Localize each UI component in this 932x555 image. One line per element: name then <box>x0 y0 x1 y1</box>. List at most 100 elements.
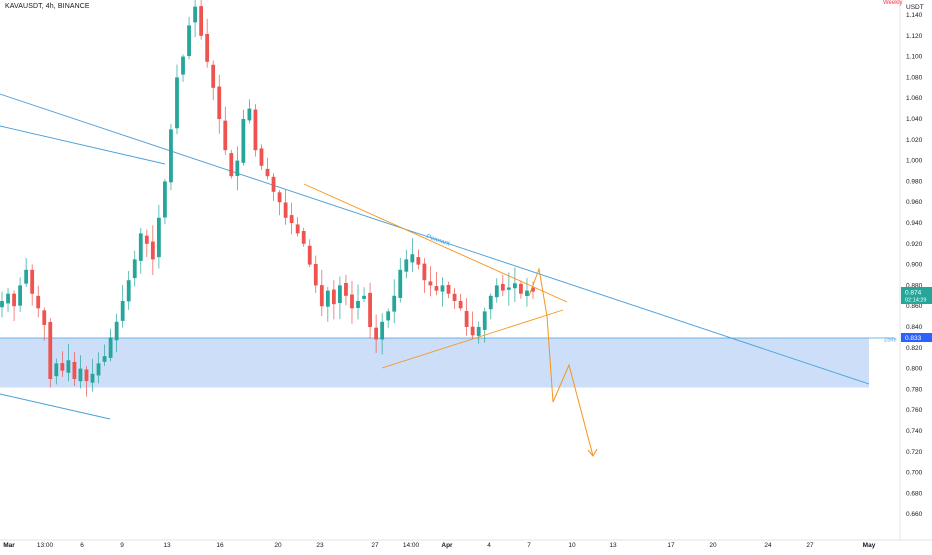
candle-body <box>464 311 469 327</box>
candle-body <box>525 290 529 297</box>
candle-body <box>235 160 240 176</box>
projection-path <box>528 267 594 457</box>
price-tick-label: 1.140 <box>906 12 923 19</box>
interval-flag: Weekly <box>883 0 903 6</box>
currency-unit: USDT <box>906 4 924 11</box>
zone-price-label: Zone 0.833 <box>884 333 932 344</box>
candle-body <box>84 369 89 382</box>
time-tick-label: 23 <box>316 542 324 549</box>
candle-body <box>30 269 35 294</box>
candle-body <box>78 368 83 382</box>
candle-body <box>488 295 493 310</box>
price-tick-label: 1.040 <box>906 116 923 123</box>
price-tick-label: 0.880 <box>906 282 923 289</box>
candle-body <box>458 300 463 309</box>
candle-body <box>313 263 318 286</box>
price-tick-label: 0.900 <box>906 262 923 269</box>
candle-body <box>410 254 415 263</box>
time-tick-label: 9 <box>120 542 124 549</box>
candle-body <box>289 215 294 223</box>
candle-body <box>416 257 421 265</box>
price-tick-label: 0.920 <box>906 241 923 248</box>
candle-body <box>187 25 191 57</box>
current-price-value: 0.874 <box>905 290 922 297</box>
candle-body <box>229 153 234 177</box>
candle-body <box>132 259 137 279</box>
candle-body <box>398 269 403 298</box>
price-tick-label: 0.740 <box>906 428 923 435</box>
candle-body <box>440 285 445 292</box>
candle-body <box>156 217 161 258</box>
current-price-label: 0.874 02:14:29 <box>901 287 932 304</box>
candle-body <box>392 295 397 312</box>
candle-body <box>18 285 23 306</box>
candle-body <box>90 373 95 383</box>
candle-body <box>211 64 216 88</box>
candle-body <box>36 295 41 309</box>
price-tick-label: 0.960 <box>906 199 923 206</box>
descending-trendline-upper <box>0 125 166 165</box>
candle-body <box>319 285 324 307</box>
pennant-upper-line <box>303 183 568 303</box>
candle-body <box>193 6 197 23</box>
price-tick-label: 1.020 <box>906 137 923 144</box>
time-axis[interactable]: Mar 13:00 6 9 13 16 20 23 27 14:00 Apr 4 7 10 13 17 20 24… <box>3 542 875 549</box>
candle-body <box>108 337 113 358</box>
candle-body <box>247 108 252 121</box>
time-tick-label: 20 <box>709 542 717 549</box>
candle-body <box>271 176 276 192</box>
candle-body <box>386 311 391 321</box>
candle-body <box>72 361 77 379</box>
candle-body <box>362 295 366 299</box>
candle-body <box>138 233 143 261</box>
pennant-lower-line <box>381 309 564 369</box>
time-tick-label: 27 <box>806 542 814 549</box>
time-tick-label: 10 <box>568 542 576 549</box>
price-tick-label: 0.680 <box>906 490 923 497</box>
candle-body <box>66 360 71 373</box>
candle-body <box>126 280 131 302</box>
price-tick-label: 0.820 <box>906 345 923 352</box>
price-tick-label: 1.080 <box>906 74 923 81</box>
candle-body <box>476 327 481 336</box>
price-tick-label: 1.100 <box>906 54 923 61</box>
time-tick-label: 27 <box>371 542 379 549</box>
candle-body <box>422 263 427 281</box>
candle-body <box>434 286 439 291</box>
candle-body <box>259 148 264 166</box>
candle-body <box>241 119 246 163</box>
candle-body <box>470 326 475 336</box>
candle-body <box>42 310 47 325</box>
candle-body <box>144 235 149 244</box>
candle-body <box>338 285 342 304</box>
candle-body <box>150 241 155 260</box>
candle-body <box>223 120 228 151</box>
candle-body <box>350 294 354 309</box>
candle-body <box>24 269 29 284</box>
candle-body <box>482 311 487 330</box>
projection-arrowhead-icon <box>587 448 598 457</box>
candle-body <box>0 301 4 308</box>
candle-body <box>205 33 210 62</box>
price-tick-label: 0.800 <box>906 366 923 373</box>
price-axis[interactable]: 1.140 1.120 1.100 1.080 1.060 1.040 1.020 1.000… <box>906 12 923 518</box>
candle-body <box>114 321 119 341</box>
price-tick-label: 0.860 <box>906 303 923 310</box>
descending-trendline-lower <box>0 393 111 420</box>
price-tick-label: 0.720 <box>906 449 923 456</box>
candle-body <box>175 77 179 129</box>
time-tick-label: 16 <box>216 542 224 549</box>
price-tick-label: 0.780 <box>906 386 923 393</box>
candle-body <box>54 363 59 377</box>
candle-body <box>48 321 53 379</box>
time-tick-label: 20 <box>274 542 282 549</box>
time-tick-label: 6 <box>80 542 84 549</box>
candle-body <box>307 245 312 265</box>
price-tick-label: 0.660 <box>906 511 923 518</box>
candle-body <box>531 287 535 292</box>
zone-tag: Zone <box>884 338 897 344</box>
zone-price-value: 0.833 <box>905 335 922 342</box>
candle-body <box>368 292 372 327</box>
